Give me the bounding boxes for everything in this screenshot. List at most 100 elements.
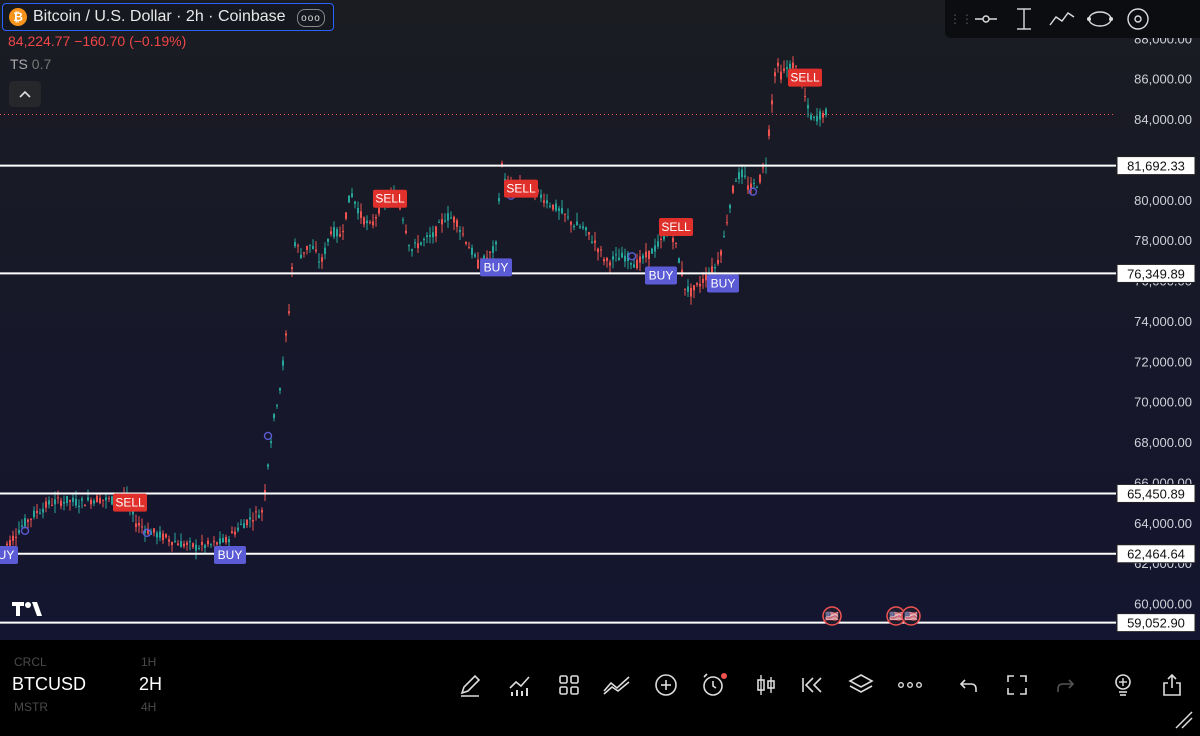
shape-tool[interactable] (1081, 4, 1119, 34)
candle-body (420, 242, 422, 245)
sell-signal[interactable] (788, 68, 822, 87)
indicators-button[interactable] (600, 668, 634, 702)
economic-event-flag: 🇺🇸 (825, 610, 839, 623)
candle-body (546, 200, 548, 204)
sell-signal[interactable] (504, 179, 538, 198)
candle-body (189, 541, 191, 543)
sell-signal[interactable] (659, 218, 693, 237)
more-tools-button[interactable] (893, 668, 927, 702)
candle-body (183, 543, 185, 547)
watchlist-prev-symbol[interactable]: CRCL (14, 655, 47, 669)
undo-button[interactable] (951, 668, 985, 702)
watchlist-next-interval[interactable]: 4H (141, 700, 157, 714)
candle-body (777, 62, 779, 67)
indicator-legend[interactable]: TS 0.7 (10, 56, 51, 72)
symbol-selector[interactable]: BTCUSD (12, 674, 87, 694)
candle-body (612, 256, 614, 260)
share-button[interactable] (1155, 668, 1189, 702)
candle-body (225, 536, 227, 543)
price-change: −160.70 (−0.19%) (74, 33, 187, 49)
sell-signal[interactable] (113, 493, 147, 512)
candle-body (45, 501, 47, 508)
candle-body (786, 67, 788, 69)
path-tool[interactable] (1043, 4, 1081, 34)
more-icon[interactable]: ooo (297, 9, 325, 27)
candle-body (783, 68, 785, 72)
fullscreen-button[interactable] (1000, 668, 1034, 702)
candle-body (177, 543, 179, 546)
candle-body (768, 129, 770, 137)
collapse-legend-button[interactable] (9, 81, 41, 107)
tradingview-logo (12, 600, 44, 623)
candle-body (813, 116, 815, 119)
candle-body (411, 249, 413, 252)
buy-signal[interactable] (707, 274, 739, 293)
candle-body (288, 311, 290, 314)
sell-signal-label: SELL (661, 220, 691, 234)
candle-body (594, 240, 596, 244)
candle-body (105, 497, 107, 501)
candle-body (33, 510, 35, 518)
candle-body (702, 278, 704, 283)
replay-button[interactable] (795, 668, 829, 702)
buy-signal[interactable] (645, 266, 677, 285)
candle-body (648, 250, 650, 259)
sell-signal[interactable] (373, 189, 407, 208)
time-tick-label: 13 (161, 638, 175, 640)
vertical-line-tool[interactable] (1005, 4, 1043, 34)
candle-body (357, 207, 359, 214)
layout-button[interactable] (552, 668, 586, 702)
candle-body (87, 497, 89, 501)
candle-body (12, 535, 14, 542)
buy-signal[interactable] (480, 258, 512, 277)
alerts-button[interactable] (697, 668, 731, 702)
interval-selector[interactable]: 2H (139, 674, 163, 694)
horizontal-ray-tool[interactable] (967, 4, 1005, 34)
time-tick-label: 5 (977, 638, 984, 640)
candle-body (366, 220, 368, 224)
drawing-tools-button[interactable] (453, 668, 487, 702)
price-chart[interactable]: 88,000.0086,000.0084,000.0080,000.0078,0… (0, 0, 1200, 640)
candle-body (195, 544, 197, 551)
candle-body (651, 248, 653, 254)
buy-signal-label: BUY (649, 268, 674, 282)
candle-body (318, 261, 320, 263)
candle-body (738, 172, 740, 179)
target-tool[interactable] (1119, 4, 1157, 34)
last-price: 84,224.77 −160.70 (−0.19%) (8, 33, 186, 49)
candle-body (330, 231, 332, 235)
price-value: 84,224.77 (8, 33, 71, 49)
candle-body (414, 242, 416, 244)
economic-event-icon[interactable] (822, 606, 842, 626)
pencil-icon (460, 674, 481, 697)
buy-signal[interactable] (0, 546, 18, 565)
candle-body (285, 333, 287, 336)
candle-body (99, 497, 101, 504)
chart-area[interactable]: 88,000.00 86,000.00 84,000.00 80,000.00 78,0… (0, 0, 1200, 640)
chart-type-button[interactable] (503, 668, 537, 702)
price-tick-label: 84,000.00 (1134, 112, 1192, 127)
candle-body (201, 541, 203, 545)
share-icon (1163, 673, 1181, 696)
watchlist-prev-interval[interactable]: 1H (141, 655, 157, 669)
redo-button[interactable] (1049, 668, 1083, 702)
candles-series (0, 56, 827, 560)
symbol-title[interactable]: Bitcoin / U.S. Dollar · 2h · Coinbase (33, 8, 286, 25)
candle-body (27, 519, 29, 522)
ideas-button[interactable] (1106, 668, 1140, 702)
candle-body (90, 499, 92, 505)
drag-handle-icon[interactable]: ⋮⋮ (949, 12, 973, 26)
candle-body (558, 208, 560, 211)
candles-button[interactable] (749, 668, 783, 702)
buy-signal[interactable] (214, 546, 246, 565)
drawing-toolbar: ⋮⋮ (945, 0, 1200, 38)
watchlist-next-symbol[interactable]: MSTR (14, 700, 48, 714)
candle-body (735, 180, 737, 182)
candle-body (705, 274, 707, 281)
level-label-bg (1116, 263, 1196, 283)
add-button[interactable] (649, 668, 683, 702)
economic-event-icon[interactable] (901, 606, 921, 626)
candle-body (468, 247, 470, 249)
symbol-legend[interactable]: ₿ Bitcoin / U.S. Dollar · 2h · Coinbase … (2, 3, 334, 31)
object-tree-button[interactable] (844, 668, 878, 702)
